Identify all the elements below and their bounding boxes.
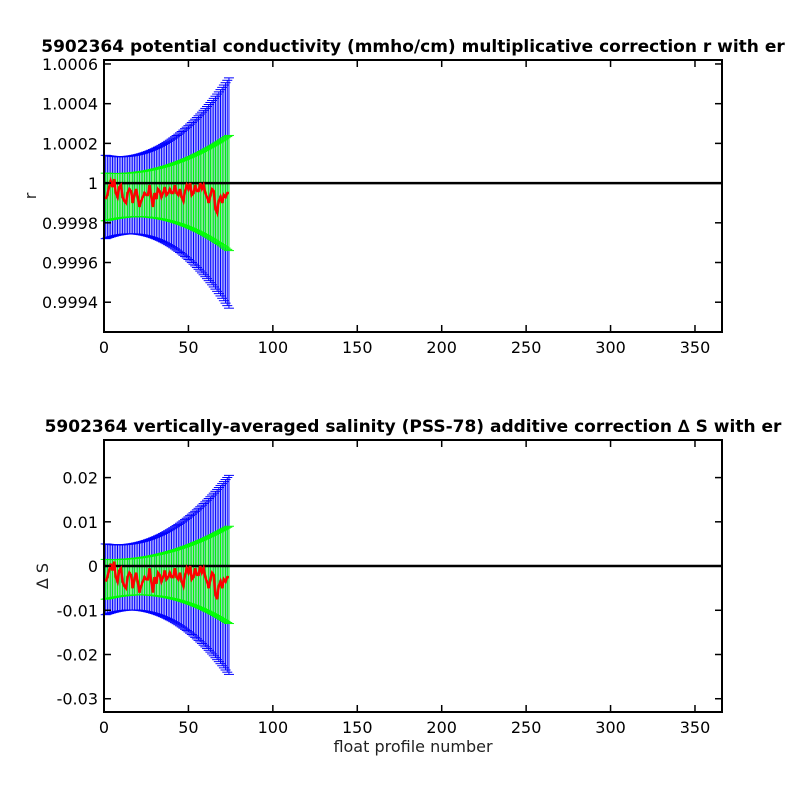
top-y-tick-label: 1.0002 [42,134,98,153]
top-chart-title: 5902364 potential conductivity (mmho/cm)… [41,37,785,57]
top-x-tick-label: 50 [178,338,198,357]
bottom-x-ticks: 0 50 100 150 200 250 300 350 [99,440,710,737]
top-x-tick-label: 0 [99,338,109,357]
top-x-tick-label: 150 [342,338,373,357]
bottom-y-tick-label: -0.03 [57,690,98,709]
bottom-chart-title: 5902364 vertically-averaged salinity (PS… [45,417,782,437]
bottom-y-tick-label: -0.02 [57,646,98,665]
bottom-x-tick-label: 0 [99,718,109,737]
top-y-axis-label: r [21,192,40,199]
top-y-tick-label: 1.0004 [42,95,98,114]
bottom-x-tick-label: 300 [595,718,626,737]
bottom-x-axis-label: float profile number [333,737,493,756]
top-x-ticks: 0 50 100 150 200 250 300 350 [99,60,710,357]
top-error-bars-small [100,134,234,252]
top-x-tick-label: 100 [258,338,289,357]
top-axes-box [103,59,723,333]
top-x-tick-label: 200 [426,338,457,357]
bottom-x-tick-label: 150 [342,718,373,737]
top-correction-line [104,176,229,218]
top-x-tick-label: 250 [511,338,542,357]
bottom-x-tick-label: 250 [511,718,542,737]
bottom-y-tick-label: 0.01 [62,513,98,532]
bottom-x-tick-label: 50 [178,718,198,737]
top-y-tick-label: 1 [88,174,98,193]
top-x-tick-label: 300 [595,338,626,357]
bottom-y-tick-label: -0.01 [57,601,98,620]
bottom-axes-box [103,439,723,713]
bottom-correction-line [104,561,229,600]
top-x-tick-label: 350 [680,338,711,357]
bottom-x-tick-label: 100 [258,718,289,737]
bottom-y-tick-label: 0.02 [62,469,98,488]
top-chart: 0 50 100 150 200 250 300 350 0.9994 0.9996 0.9998… [21,37,785,357]
bottom-y-tick-label: 0 [88,557,98,576]
top-y-tick-label: 0.9994 [42,293,98,312]
bottom-y-ticks: -0.03 -0.02 -0.01 0 0.01 0.02 [57,469,722,709]
bottom-chart: 0 50 100 150 200 250 300 350 -0.03 -0.02 -0.01 0 0.… [33,417,782,756]
bottom-y-axis-label: ∆ S [33,563,52,590]
bottom-x-tick-label: 350 [680,718,711,737]
top-y-ticks: 0.9994 0.9996 0.9998 1 1.0002 1.0004 1.0006 [42,55,722,312]
top-y-tick-label: 0.9996 [42,254,98,273]
bottom-x-tick-label: 200 [426,718,457,737]
top-y-tick-label: 0.9998 [42,214,98,233]
top-y-tick-label: 1.0006 [42,55,98,74]
